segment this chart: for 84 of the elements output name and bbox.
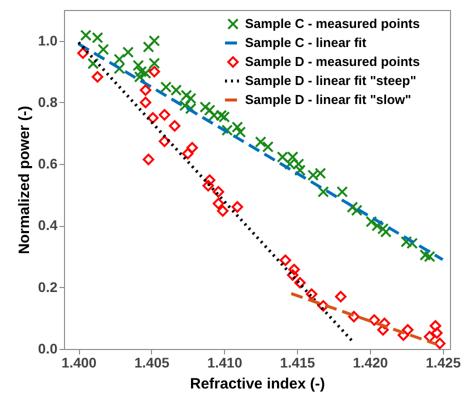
legend-label: Sample C - linear fit xyxy=(245,35,368,50)
x-tick-label: 1.425 xyxy=(426,354,461,370)
point xyxy=(140,67,152,79)
point xyxy=(77,47,89,59)
y-tick-label: 0.6 xyxy=(38,156,58,172)
point xyxy=(202,180,214,192)
point xyxy=(204,174,216,186)
point xyxy=(398,329,410,341)
point xyxy=(335,290,346,302)
legend-label: Sample D - linear fit "steep" xyxy=(245,73,416,88)
legend-label: Sample C - measured points xyxy=(245,16,420,31)
point xyxy=(134,71,146,83)
point xyxy=(306,288,318,300)
point xyxy=(132,60,144,72)
point xyxy=(142,154,154,166)
point xyxy=(234,126,246,138)
y-tick-label: 0.4 xyxy=(38,217,58,234)
point xyxy=(114,54,126,66)
point xyxy=(182,148,194,160)
point xyxy=(142,41,154,53)
point xyxy=(148,66,160,78)
point xyxy=(217,205,229,217)
point xyxy=(371,220,383,232)
y-tick-label: 0.0 xyxy=(38,340,58,356)
point xyxy=(140,84,152,96)
point xyxy=(377,223,389,235)
point xyxy=(280,254,292,266)
point xyxy=(286,269,298,281)
x-tick-label: 1.400 xyxy=(62,354,97,370)
point xyxy=(424,250,436,262)
point xyxy=(92,71,104,83)
point xyxy=(200,101,212,113)
point xyxy=(288,264,300,276)
y-tick-label: 0.8 xyxy=(38,94,58,110)
point xyxy=(184,92,196,104)
point xyxy=(135,66,147,78)
point xyxy=(351,204,363,216)
point xyxy=(430,320,442,332)
x-tick-label: 1.420 xyxy=(352,354,388,370)
legend-label: Sample D - measured points xyxy=(245,54,420,69)
point xyxy=(148,58,160,70)
point xyxy=(148,35,160,47)
point xyxy=(336,186,348,198)
point xyxy=(232,201,244,213)
point xyxy=(212,186,224,198)
point xyxy=(158,109,170,121)
y-tick-label: 0.2 xyxy=(38,278,58,295)
x-tick-label: 1.410 xyxy=(207,354,242,370)
point xyxy=(318,186,330,198)
point xyxy=(294,277,306,288)
x-tick-label: 1.415 xyxy=(280,354,316,370)
point xyxy=(380,226,392,238)
point xyxy=(366,216,378,228)
point xyxy=(204,104,216,116)
point xyxy=(419,249,431,261)
x-tick-label: 1.405 xyxy=(134,354,170,370)
point xyxy=(122,46,134,58)
point xyxy=(424,330,436,342)
point xyxy=(114,62,126,74)
point xyxy=(434,338,446,350)
point xyxy=(158,136,170,148)
y-axis-title: Normalized power (-) xyxy=(16,106,34,254)
point xyxy=(294,164,306,176)
point xyxy=(377,324,389,336)
point xyxy=(147,112,159,124)
y-tick-label: 1.0 xyxy=(38,32,58,48)
point xyxy=(378,318,390,330)
point xyxy=(87,58,99,70)
point xyxy=(254,136,266,148)
point xyxy=(212,198,224,210)
point xyxy=(368,314,380,326)
point xyxy=(180,90,192,102)
point xyxy=(140,96,152,108)
legend-label: Sample D - linear fit "slow" xyxy=(245,92,412,107)
point xyxy=(168,120,180,132)
point xyxy=(98,44,110,56)
point xyxy=(186,142,198,154)
point xyxy=(262,141,274,153)
point xyxy=(431,327,443,339)
point xyxy=(402,324,414,336)
point xyxy=(179,100,191,112)
x-axis-title: Refractive index (-) xyxy=(190,376,326,392)
point xyxy=(348,310,360,322)
point xyxy=(318,300,330,312)
